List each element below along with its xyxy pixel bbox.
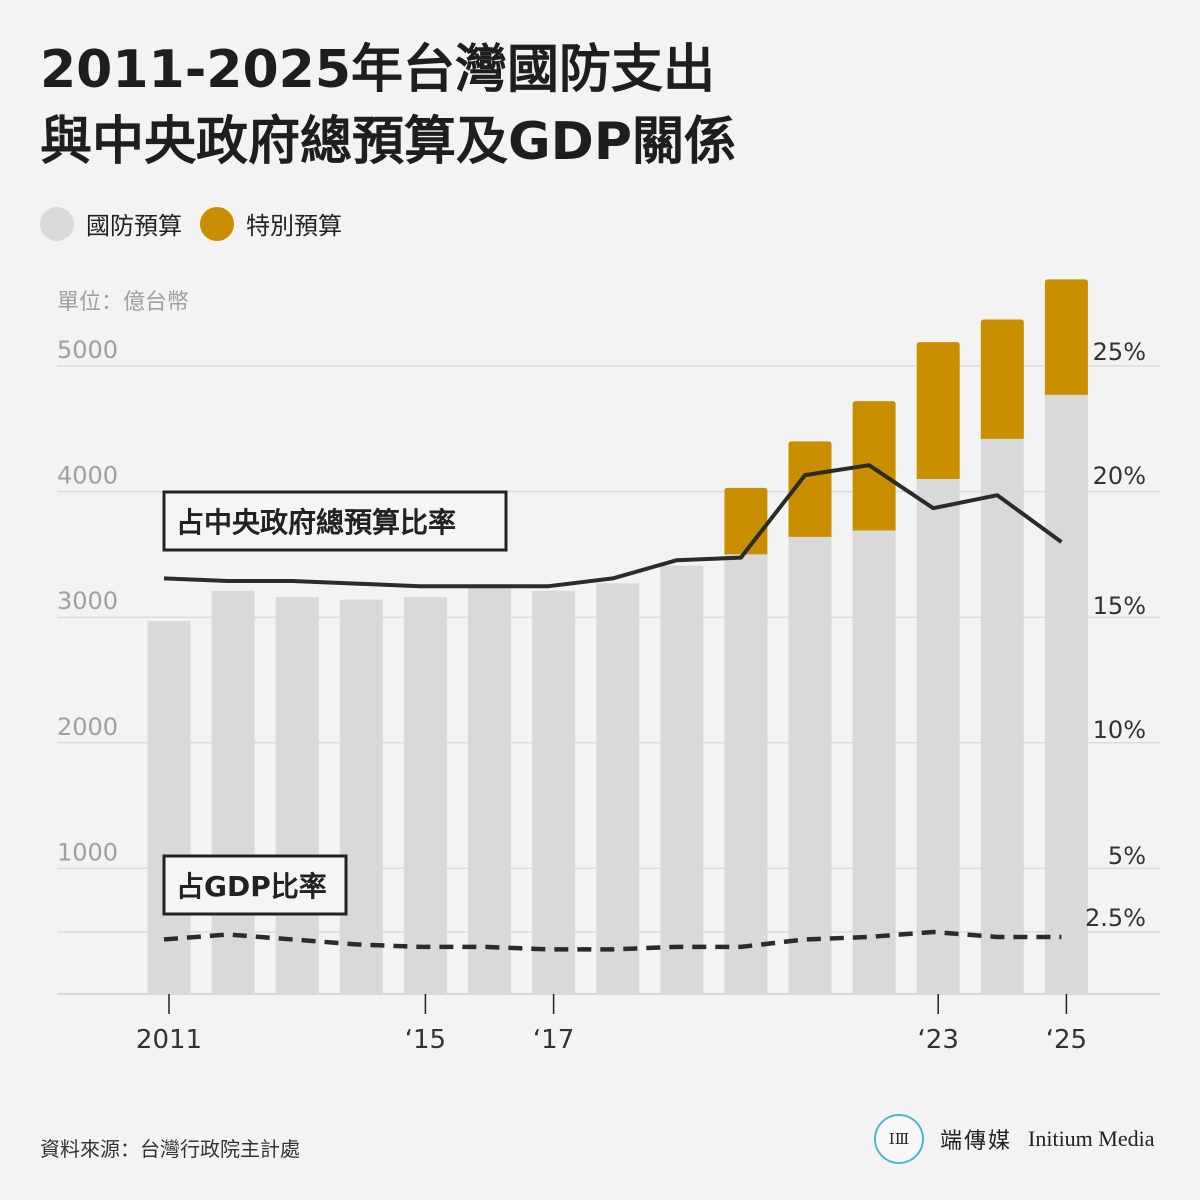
bar-special <box>788 441 832 537</box>
logo-name-cn: 端傳媒 <box>940 1129 1013 1154</box>
bars <box>147 279 1088 994</box>
bar-regular <box>403 597 447 994</box>
bar-special <box>980 319 1024 439</box>
lines <box>163 463 1063 952</box>
legend: 國防預算 特別預算 <box>40 206 346 241</box>
chart-area: 單位：億台幣 1000 2000 3000 4000 5000 25% 20% 15% 10% 5%… <box>57 279 1160 1055</box>
x-tick-label: 2011 <box>136 1025 202 1055</box>
bar-regular <box>468 588 511 994</box>
axis-labels: 單位：億台幣 1000 2000 3000 4000 5000 25% 20% 15% 10% 5%… <box>57 290 1146 1055</box>
x-tick-label: ‘15 <box>405 1025 446 1055</box>
label-budget-share-box <box>162 490 508 552</box>
label-budget-share-text: 占中央政府總預算比率 <box>176 506 456 539</box>
bar-regular <box>916 479 960 994</box>
bar-regular <box>275 597 319 994</box>
chart-title-line2: 與中央政府總預算及GDP關係 <box>40 112 736 172</box>
bar-special <box>852 401 896 531</box>
y-tick-label-left: 4000 <box>57 462 118 490</box>
legend-label-regular: 國防預算 <box>86 212 182 240</box>
logo-name-en: Initium Media <box>1028 1126 1155 1151</box>
bar-regular <box>211 590 255 994</box>
y-tick-label-right: 15% <box>1093 592 1146 620</box>
chart-title-line1: 2011-2025年台灣國防支出 <box>40 40 716 100</box>
y-tick-label-right: 2.5% <box>1085 904 1146 932</box>
bar-regular <box>724 554 768 994</box>
bar-regular <box>339 599 383 994</box>
y-tick-label-left: 5000 <box>57 336 118 364</box>
bar-regular <box>532 590 576 994</box>
bar-regular <box>788 536 832 994</box>
y-tick-label-right: 25% <box>1093 338 1146 366</box>
y-tick-label-right: 5% <box>1108 842 1146 870</box>
x-tick-label: ‘23 <box>918 1025 959 1055</box>
source-note: 資料來源：台灣行政院主計處 <box>40 1137 300 1161</box>
y-tick-label-left: 2000 <box>57 713 118 741</box>
bar-regular <box>852 530 896 994</box>
bar-regular <box>1044 394 1088 994</box>
budget-share-line <box>163 463 1063 589</box>
label-gdp-share-box <box>162 854 348 916</box>
legend-swatch-regular <box>40 206 74 241</box>
y-tick-label-right: 10% <box>1093 716 1146 744</box>
legend-item-special: 特別預算 <box>200 206 342 241</box>
bar-special <box>916 342 960 480</box>
legend-swatch-special <box>200 206 234 241</box>
legend-label-special: 特別預算 <box>246 212 342 240</box>
x-tick-label: ‘17 <box>533 1025 574 1055</box>
logo-mark-icon: IⅢ <box>874 1114 924 1164</box>
publisher-logo[interactable]: IⅢ 端傳媒 Initium Media <box>874 1114 1155 1164</box>
bar-regular <box>980 438 1024 994</box>
chart-title: 2011-2025年台灣國防支出 與中央政府總預算及GDP關係 <box>40 34 736 178</box>
bar-regular <box>660 565 704 994</box>
y-tick-label-right: 20% <box>1093 462 1146 490</box>
gdp-share-line <box>163 929 1062 952</box>
y-tick-label-left: 1000 <box>57 838 118 866</box>
bar-special <box>1044 279 1088 395</box>
label-gdp-share-text: 占GDP比率 <box>176 870 327 903</box>
bar-regular <box>596 583 640 994</box>
bar-regular <box>147 620 191 994</box>
y-tick-label-left: 3000 <box>57 587 118 615</box>
x-tick-label: ‘25 <box>1046 1025 1087 1055</box>
unit-label: 單位：億台幣 <box>57 290 189 315</box>
legend-item-regular: 國防預算 <box>40 206 182 241</box>
bar-special <box>724 487 768 555</box>
